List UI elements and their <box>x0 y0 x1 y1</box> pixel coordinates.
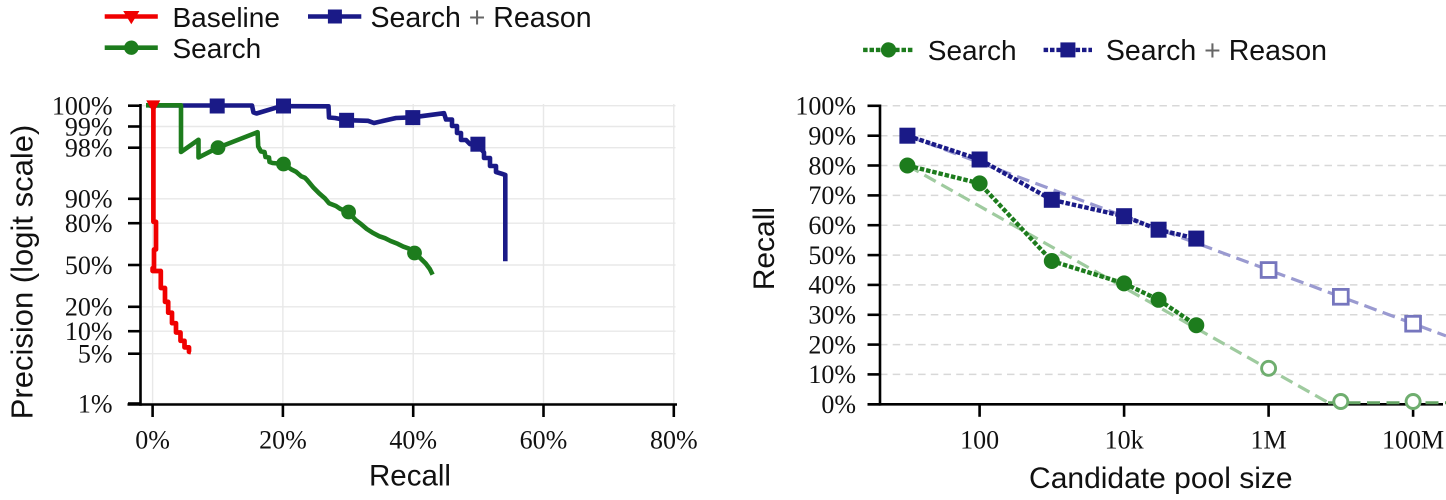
svg-text:98%: 98% <box>65 134 113 163</box>
svg-text:80%: 80% <box>650 426 698 455</box>
svg-text:40%: 40% <box>389 426 437 455</box>
svg-text:80%: 80% <box>808 151 856 180</box>
svg-text:50%: 50% <box>65 251 113 280</box>
svg-text:50%: 50% <box>808 241 856 270</box>
svg-text:20%: 20% <box>65 293 113 322</box>
svg-text:100%: 100% <box>795 92 856 121</box>
svg-text:90%: 90% <box>65 185 113 214</box>
svg-text:Search + Reason: Search + Reason <box>371 2 592 34</box>
svg-text:5%: 5% <box>78 340 113 369</box>
svg-text:1%: 1% <box>78 389 113 418</box>
svg-text:10%: 10% <box>808 360 856 389</box>
svg-text:0%: 0% <box>821 390 856 419</box>
svg-text:Search + Reason: Search + Reason <box>1106 35 1327 67</box>
svg-text:60%: 60% <box>808 211 856 240</box>
svg-text:100%: 100% <box>52 92 113 121</box>
svg-text:100: 100 <box>960 426 999 455</box>
svg-text:Candidate pool size: Candidate pool size <box>1029 462 1293 495</box>
svg-text:10k: 10k <box>1105 426 1144 455</box>
svg-text:70%: 70% <box>808 181 856 210</box>
svg-text:Recall: Recall <box>748 207 781 290</box>
svg-text:10%: 10% <box>65 317 113 346</box>
svg-text:90%: 90% <box>808 122 856 151</box>
svg-text:20%: 20% <box>808 330 856 359</box>
svg-text:40%: 40% <box>808 271 856 300</box>
svg-text:Recall: Recall <box>369 460 451 493</box>
svg-text:99%: 99% <box>65 112 113 141</box>
svg-text:80%: 80% <box>65 209 113 238</box>
svg-text:60%: 60% <box>520 426 568 455</box>
svg-text:1M: 1M <box>1251 426 1287 455</box>
svg-text:30%: 30% <box>808 301 856 330</box>
svg-text:Search: Search <box>173 33 262 64</box>
svg-text:Search: Search <box>928 35 1017 66</box>
svg-text:Precision (logit scale): Precision (logit scale) <box>5 125 40 420</box>
svg-text:20%: 20% <box>259 426 307 455</box>
svg-text:100M: 100M <box>1382 426 1444 455</box>
svg-text:Baseline: Baseline <box>173 2 280 33</box>
svg-text:0%: 0% <box>135 426 170 455</box>
